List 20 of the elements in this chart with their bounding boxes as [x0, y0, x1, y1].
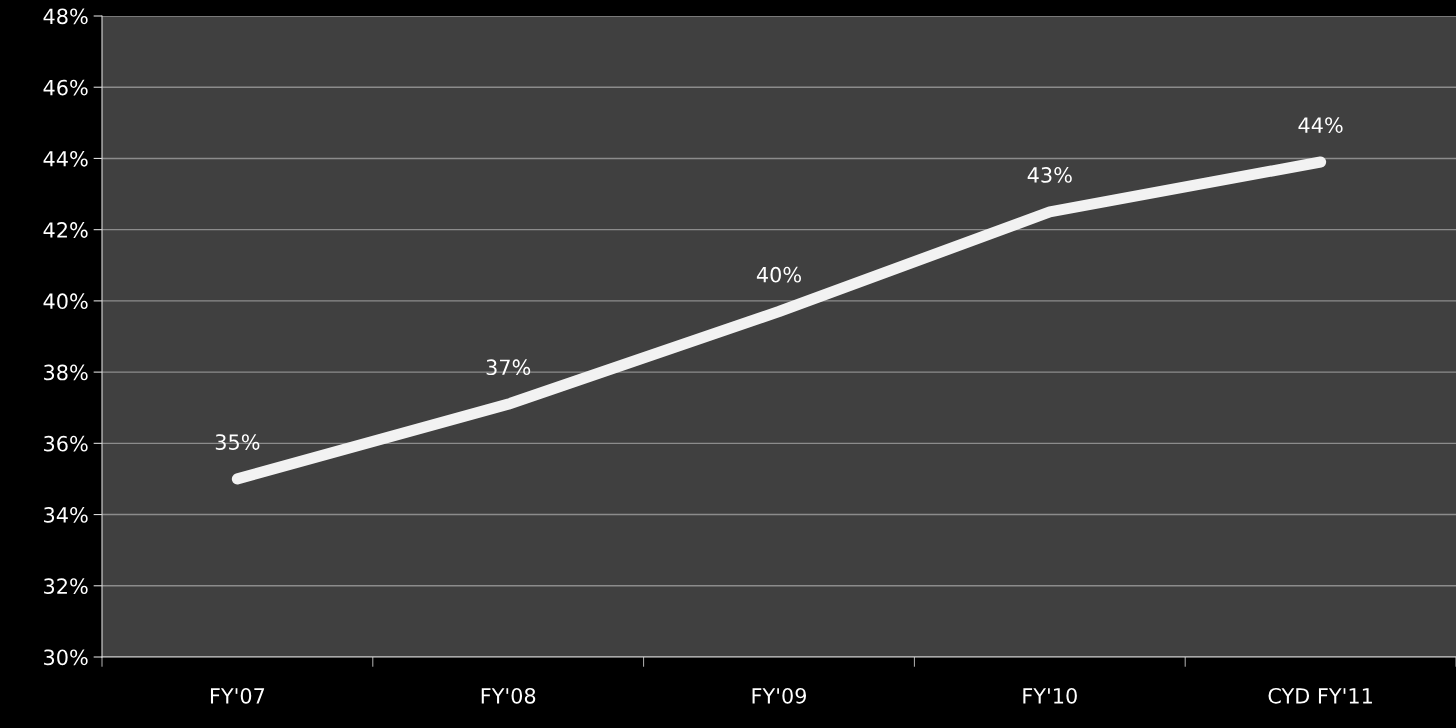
y-tick-label: 30% — [44, 649, 88, 666]
y-tick-label: 36% — [44, 435, 88, 452]
data-label: 44% — [1298, 117, 1343, 133]
x-tick-label: FY'07 — [210, 687, 265, 704]
y-tick-label: 46% — [43, 79, 88, 96]
data-label: 40% — [756, 266, 801, 283]
y-tick-label: 40% — [43, 293, 88, 310]
y-tick-label: 38% — [44, 364, 88, 381]
x-tick-label: FY'08 — [481, 687, 536, 704]
y-tick-label: 34% — [44, 507, 88, 523]
y-tick-label: 42% — [43, 222, 88, 238]
x-tick-label: FY'10 — [1023, 687, 1077, 704]
data-label: 35% — [215, 434, 260, 450]
y-tick-label: 32% — [44, 578, 88, 594]
y-tick-label: 44% — [43, 150, 88, 167]
x-tick-label: FY'09 — [752, 687, 807, 704]
data-label: 43% — [1027, 167, 1072, 183]
y-tick-label: 48% — [43, 8, 88, 25]
x-tick-label: CYD FY'11 — [1268, 687, 1372, 704]
data-label: 37% — [486, 359, 531, 376]
